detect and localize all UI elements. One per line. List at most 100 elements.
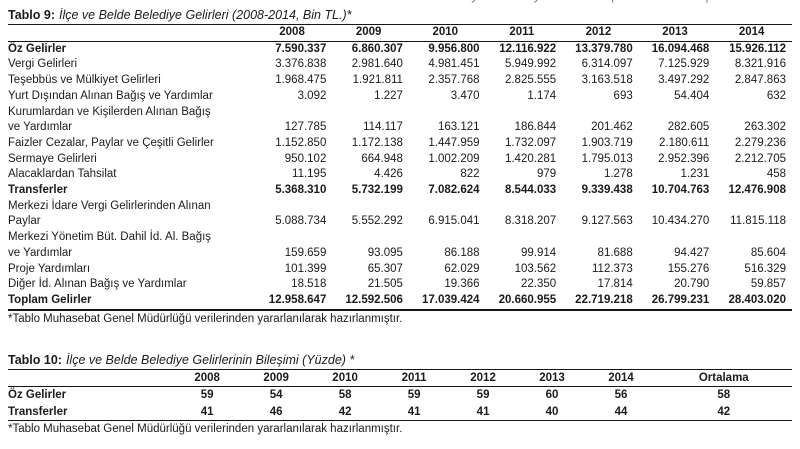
cell-value: 81.688 xyxy=(597,246,633,259)
cell-value: 13.379.780 xyxy=(575,42,633,55)
row-label: Transferler xyxy=(8,403,173,422)
cell-value: 282.605 xyxy=(667,121,710,134)
cell-value: 201.462 xyxy=(591,121,633,134)
cell-value: 1.002.209 xyxy=(428,152,480,165)
cell-value: 7.125.929 xyxy=(658,58,710,71)
cell-value: 28.403.020 xyxy=(715,292,792,311)
table-10-footnote: *Tablo Muhasebat Genel Müdürlüğü veriler… xyxy=(8,423,403,436)
table-10-title-label: Tablo 10: xyxy=(8,352,62,367)
year-column-header: 2010 xyxy=(408,25,486,42)
cell-value: 19.366 xyxy=(444,278,480,291)
cell-value: 1.231 xyxy=(680,168,710,181)
cell-value: 1.172.138 xyxy=(351,136,403,149)
cell-value: 17.814 xyxy=(597,278,633,291)
empty-header-cell xyxy=(8,369,173,388)
table-9-title-text: İlçe ve Belde Belediye Gelirleri (2008-2… xyxy=(59,8,352,22)
cell-value: 1.227 xyxy=(374,89,403,102)
table-row: Yurt Dışından Alınan Bağış ve Yardımlar 3… xyxy=(8,89,792,105)
row-label: Alacaklardan Tahsilat xyxy=(8,168,117,181)
row-label: Merkezi İdare Vergi Gelirlerinden Alınan… xyxy=(8,199,211,228)
cell-value: 2.825.555 xyxy=(504,74,557,87)
cell-value: 12.476.908 xyxy=(728,184,786,197)
cell-value: 20.660.955 xyxy=(485,292,563,311)
cell-value: 950.102 xyxy=(284,152,327,165)
table-row: Alacaklardan Tahsilat 11.195 4.426 822 979 1.… xyxy=(8,167,792,183)
cell-value: 86.188 xyxy=(444,246,480,259)
cell-value: 62.029 xyxy=(444,262,480,275)
cell-value: 5.949.992 xyxy=(504,58,557,71)
table-row: Merkezi Yönetim Büt. Dahil İd. Al. Bağış… xyxy=(8,230,792,261)
cell-value: 4.426 xyxy=(374,168,403,181)
cell-value: 1.921.811 xyxy=(352,74,403,87)
cell-value: 17.039.424 xyxy=(408,292,486,311)
cell-value: 59 xyxy=(476,389,490,402)
cell-value: 127.785 xyxy=(284,121,327,134)
cell-value: 3.163.518 xyxy=(581,74,633,87)
cell-value: 60 xyxy=(545,389,559,402)
average-cell-value: 58 xyxy=(717,389,731,402)
table-10-title-text: İlçe ve Belde Belediye Gelirlerinin Bile… xyxy=(65,352,355,367)
cell-value: 155.276 xyxy=(667,262,710,275)
cell-value: 21.505 xyxy=(367,278,403,291)
table-row: Faizler Cezalar, Paylar ve Çeşitli Gelir… xyxy=(8,136,792,152)
cell-value: 263.302 xyxy=(744,121,786,134)
cell-value: 41 xyxy=(448,403,518,422)
cell-value: 56 xyxy=(614,389,628,402)
year-column-header: 2012 xyxy=(448,369,518,388)
cell-value: 10.434.270 xyxy=(651,215,710,228)
cell-value: 159.659 xyxy=(284,246,327,259)
year-column-header: 2013 xyxy=(638,25,716,42)
cell-value: 22.350 xyxy=(520,278,557,291)
row-label: Kurumlardan ve Kişilerden Alınan Bağış ve… xyxy=(8,105,211,134)
cell-value: 112.373 xyxy=(592,262,633,275)
cell-value: 8.544.033 xyxy=(504,184,557,197)
cell-value: 1.903.719 xyxy=(581,136,633,149)
cell-value: 8.321.916 xyxy=(734,58,786,71)
table-row: Toplam Gelirler 12.958.647 12.592.506 17.03… xyxy=(8,292,792,311)
table-10-section: Tablo 10: İlçe ve Belde Belediye Gelirler… xyxy=(8,353,792,438)
cell-value: 2.847.863 xyxy=(734,74,786,87)
cell-value: 99.914 xyxy=(520,246,557,259)
cell-value: 3.497.292 xyxy=(658,74,710,87)
table-9-section: Tablo 9: İlçe ve Belde Belediye Gelirleri… xyxy=(8,8,792,327)
cell-value: 2.357.768 xyxy=(428,74,480,87)
cell-value: 41 xyxy=(379,403,449,422)
cell-value: 2.981.640 xyxy=(351,58,403,71)
row-label: Toplam Gelirler xyxy=(8,292,256,311)
cell-value: 12.592.506 xyxy=(332,292,409,311)
table-row: Kurumlardan ve Kişilerden Alınan Bağış ve… xyxy=(8,105,792,136)
cell-value: 3.092 xyxy=(297,89,327,102)
table-row: Proje Yardımları 101.399 65.307 62.029 103.5… xyxy=(8,262,792,278)
table-10-title: Tablo 10: İlçe ve Belde Belediye Gelirler… xyxy=(8,353,792,370)
table-10: 2008 2009 2010 2011 2012 2013 2014 Ortalama Öz … xyxy=(8,369,792,422)
cell-value: 59 xyxy=(407,389,421,402)
cell-value: 1.152.850 xyxy=(275,136,327,149)
page-running-header: Türkiye'de Belediyelerin Gelir Yapıları … xyxy=(447,0,786,3)
row-label: Vergi Gelirleri xyxy=(8,58,78,71)
empty-header-cell xyxy=(8,25,256,42)
cell-value: 58 xyxy=(338,389,352,402)
cell-value: 103.562 xyxy=(514,262,557,275)
table-9-title-label: Tablo 9: xyxy=(8,8,55,22)
year-column-header: 2012 xyxy=(562,25,639,42)
cell-value: 15.926.112 xyxy=(729,42,786,55)
cell-value: 101.399 xyxy=(284,262,327,275)
cell-value: 2.212.705 xyxy=(734,152,786,165)
table-9-body: Öz Gelirler 7.590.337 6.860.307 9.956.800 12… xyxy=(8,41,792,311)
row-label: Teşebbüs ve Mülkiyet Gelirleri xyxy=(8,74,161,87)
cell-value: 12.958.647 xyxy=(255,292,333,311)
cell-value: 7.082.624 xyxy=(428,184,480,197)
table-9-title: Tablo 9: İlçe ve Belde Belediye Gelirleri… xyxy=(8,8,792,25)
cell-value: 3.376.838 xyxy=(275,58,327,71)
cell-value: 11.195 xyxy=(292,168,327,181)
cell-value: 1.732.097 xyxy=(504,136,557,149)
year-column-header: 2014 xyxy=(586,369,656,388)
cell-value: 22.719.218 xyxy=(562,292,639,311)
cell-value: 7.590.337 xyxy=(275,42,327,55)
table-row: Vergi Gelirleri 3.376.838 2.981.640 4.981.4… xyxy=(8,57,792,73)
cell-value: 2.180.611 xyxy=(659,136,710,149)
year-column-header: 2011 xyxy=(379,369,449,388)
cell-value: 41 xyxy=(172,403,242,422)
cell-value: 26.799.231 xyxy=(638,292,716,311)
